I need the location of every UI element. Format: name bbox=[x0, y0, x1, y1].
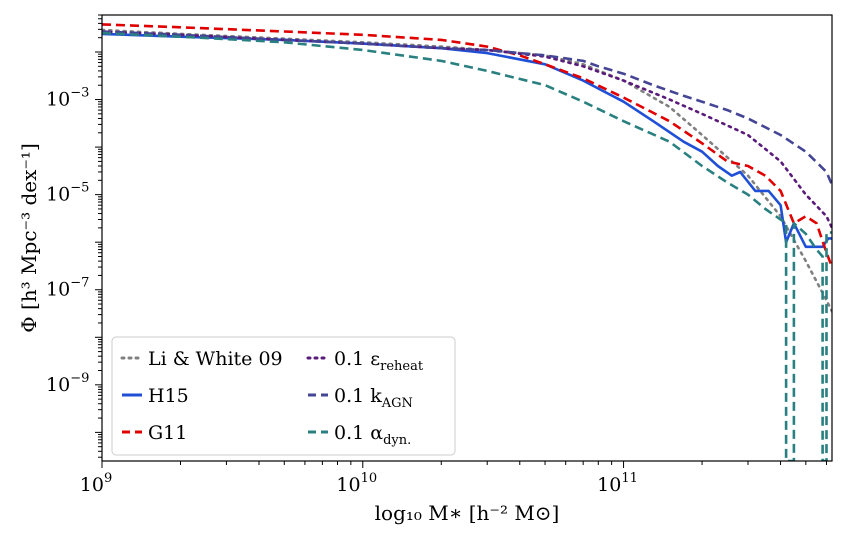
legend-label: H15 bbox=[148, 385, 189, 407]
y-tick-label: 10−7 bbox=[46, 276, 89, 301]
plot-frame bbox=[101, 14, 833, 462]
y-axis: 10−3 10−5 10−7 10−9 bbox=[46, 14, 102, 458]
legend: Li & White 09 H15 G11 0.1 εreheat 0.1 kAGN 0.… bbox=[111, 336, 456, 456]
legend-label: G11 bbox=[148, 422, 187, 444]
x-tick-label: 1010 bbox=[336, 471, 377, 496]
legend-label: 0.1 kAGN bbox=[334, 385, 413, 411]
legend-frame bbox=[111, 336, 456, 456]
x-tick-label: 1011 bbox=[597, 471, 638, 496]
series-line-2 bbox=[102, 23, 832, 268]
legend-label: 0.1 εreheat bbox=[334, 348, 424, 374]
series-layer bbox=[102, 23, 832, 461]
series-line-5 bbox=[102, 31, 832, 461]
legend-label: 0.1 αdyn. bbox=[334, 422, 411, 448]
x-axis-label: log₁₀ M∗ [h⁻² M⊙] bbox=[375, 501, 560, 525]
series-line-3 bbox=[102, 30, 832, 230]
y-tick-label: 10−3 bbox=[46, 86, 89, 111]
x-axis: 109 1010 1011 bbox=[80, 461, 827, 496]
y-tick-label: 10−9 bbox=[46, 371, 89, 396]
y-tick-label: 10−5 bbox=[46, 181, 89, 206]
series-line-4 bbox=[102, 30, 832, 186]
y-axis-label: Φ [h³ Mpc⁻³ dex⁻¹] bbox=[17, 143, 41, 333]
x-tick-label: 109 bbox=[80, 471, 112, 496]
legend-label: Li & White 09 bbox=[148, 348, 283, 370]
